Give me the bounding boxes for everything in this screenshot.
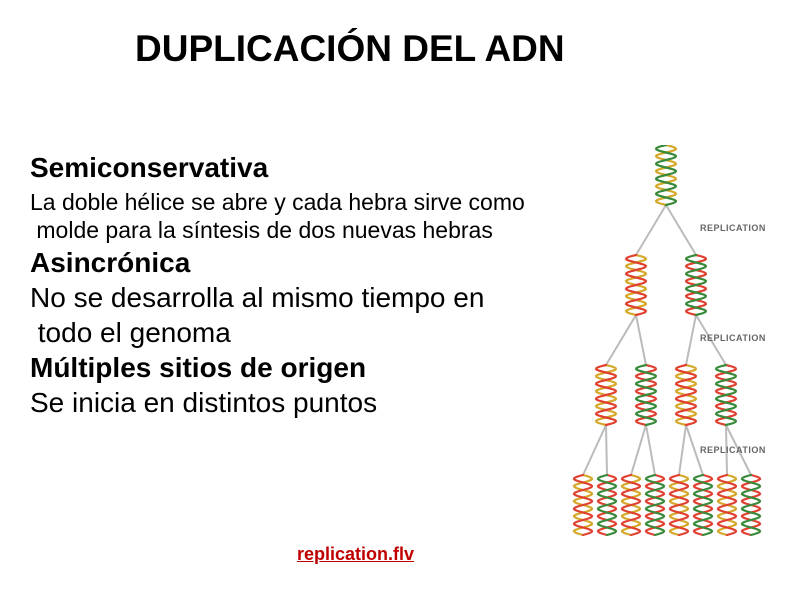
replication-label: REPLICATION: [700, 333, 766, 343]
text-line: Múltiples sitios de origen: [30, 352, 366, 384]
text-line: todo el genoma: [30, 317, 231, 349]
text-line: Se inicia en distintos puntos: [30, 387, 377, 419]
text-line: La doble hélice se abre y cada hebra sir…: [30, 189, 525, 216]
replication-diagram: REPLICATION REPLICATION REPLICATION: [570, 145, 778, 555]
text-line: molde para la síntesis de dos nuevas heb…: [30, 217, 493, 244]
slide: DUPLICACIÓN DEL ADN Semiconservativa La d…: [0, 0, 794, 595]
text-line: No se desarrolla al mismo tiempo en: [30, 282, 484, 314]
text-line: Semiconservativa: [30, 152, 268, 184]
replication-link[interactable]: replication.flv: [297, 544, 414, 565]
text-line: Asincrónica: [30, 247, 190, 279]
replication-label: REPLICATION: [700, 445, 766, 455]
replication-label: REPLICATION: [700, 223, 766, 233]
slide-title: DUPLICACIÓN DEL ADN: [135, 28, 565, 70]
